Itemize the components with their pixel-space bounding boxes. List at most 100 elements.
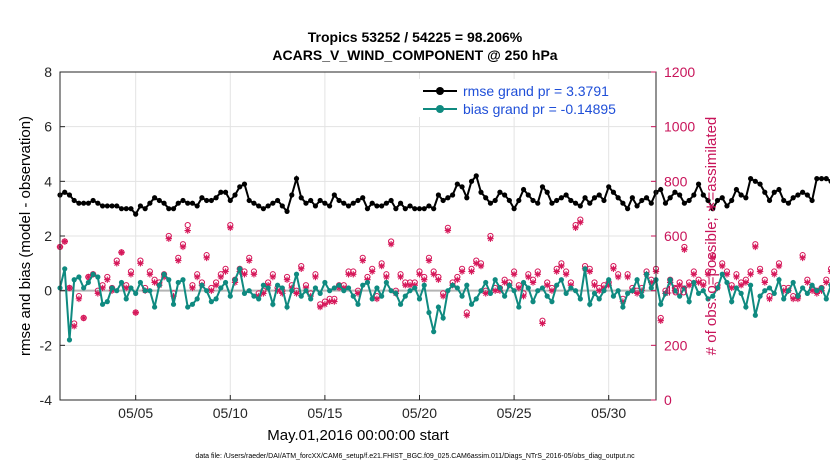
rmse-point <box>818 176 825 182</box>
obs-assimilated-point <box>737 282 745 289</box>
rmse-point <box>606 184 612 190</box>
bias-point <box>445 288 451 294</box>
obs-assimilated-point <box>709 254 716 262</box>
obs-assimilated-point <box>321 301 329 308</box>
bias-point <box>483 279 489 286</box>
rmse-point <box>308 197 314 204</box>
rmse-point <box>473 173 479 179</box>
bias-point <box>710 293 716 299</box>
rmse-point <box>695 181 702 187</box>
bias-point <box>431 329 437 335</box>
rmse-point <box>677 192 683 198</box>
obs-assimilated-point <box>439 292 447 300</box>
obs-assimilated-point <box>170 292 177 300</box>
rmse-point <box>388 197 394 204</box>
bias-point <box>327 288 333 294</box>
obs-assimilated-point <box>241 271 248 278</box>
bias-point <box>535 288 541 294</box>
rmse-point <box>369 200 375 206</box>
obs-assimilated-point <box>179 243 187 251</box>
bias-point <box>81 285 87 291</box>
rmse-point <box>66 192 73 198</box>
bias-point <box>312 285 319 291</box>
y-tick-label: 6 <box>44 119 52 135</box>
obs-assimilated-point <box>132 309 139 316</box>
rmse-point <box>81 200 87 206</box>
bias-point <box>568 285 574 291</box>
obs-assimilated-point <box>425 257 433 264</box>
rmse-point <box>620 200 626 206</box>
obs-assimilated-point <box>600 284 608 292</box>
obs-assimilated-point <box>222 268 229 275</box>
obs-assimilated-point <box>818 287 825 294</box>
bias-point <box>435 304 442 310</box>
rmse-point <box>251 200 257 206</box>
rmse-point <box>752 178 758 184</box>
bias-point <box>185 304 191 310</box>
rmse-point <box>520 186 527 193</box>
obs-assimilated-point <box>387 241 395 248</box>
bias-point <box>123 296 129 302</box>
rmse-point <box>781 197 787 204</box>
bias-point <box>450 282 456 288</box>
obs-assimilated-point <box>189 284 196 292</box>
rmse-point <box>416 206 423 212</box>
bias-point <box>213 296 219 302</box>
rmse-point <box>587 200 593 206</box>
y-tick-label: 8 <box>44 64 52 80</box>
obs-assimilated-point <box>496 287 504 294</box>
x-tick-label: 05/25 <box>497 405 532 421</box>
bias-point <box>85 279 91 286</box>
rmse-point <box>199 195 205 201</box>
obs-assimilated-point <box>137 260 144 267</box>
obs-assimilated-point <box>808 287 816 294</box>
bias-point <box>166 277 172 283</box>
obs-assimilated-point <box>695 279 702 286</box>
rmse-point <box>478 189 484 195</box>
bias-point <box>795 293 801 299</box>
obs-assimilated-point <box>326 298 333 305</box>
bias-point <box>639 293 645 299</box>
rmse-point <box>464 195 470 201</box>
bias-point <box>615 288 621 294</box>
bias-point <box>133 290 139 296</box>
obs-assimilated-point <box>473 260 480 267</box>
bias-point <box>790 279 796 286</box>
rmse-point <box>535 200 541 206</box>
rmse-point <box>95 200 101 206</box>
rmse-point <box>109 203 115 209</box>
legend-bias-marker <box>436 105 444 113</box>
obs-assimilated-point <box>70 323 78 330</box>
bias-point <box>748 282 754 288</box>
data-file-footer: data file: /Users/raeder/DAI/ATM_forcXX/… <box>195 453 635 460</box>
obs-assimilated-point <box>520 292 527 300</box>
legend-bias-label: bias grand pr = -0.14895 <box>463 101 616 117</box>
rmse-point <box>681 200 687 206</box>
bias-point <box>76 274 82 280</box>
rmse-point <box>374 203 380 209</box>
obs-assimilated-point <box>203 254 210 262</box>
bias-point <box>303 288 309 294</box>
bias-point <box>648 285 654 291</box>
obs-assimilated-point <box>350 271 357 278</box>
rmse-point <box>544 189 550 195</box>
rmse-point <box>397 200 404 206</box>
rmse-point <box>85 200 91 206</box>
obs-assimilated-point <box>359 257 366 264</box>
bias-point <box>719 271 725 277</box>
obs-assimilated-point <box>212 282 220 289</box>
rmse-point <box>412 206 418 212</box>
bias-point <box>322 279 328 286</box>
y-tick-label: -4 <box>40 392 53 408</box>
bias-point <box>336 282 342 288</box>
chart-title: Tropics 53252 / 54225 = 98.206% <box>308 29 523 45</box>
bias-point <box>345 285 352 291</box>
rmse-point <box>327 203 333 209</box>
y-tick-label: 0 <box>44 283 52 299</box>
rmse-point <box>719 195 725 201</box>
x-tick-label: 05/10 <box>213 405 248 421</box>
bias-point <box>364 279 371 286</box>
obs-assimilated-point <box>813 290 821 297</box>
obs-assimilated-point <box>364 276 371 283</box>
bias-point <box>752 312 758 318</box>
